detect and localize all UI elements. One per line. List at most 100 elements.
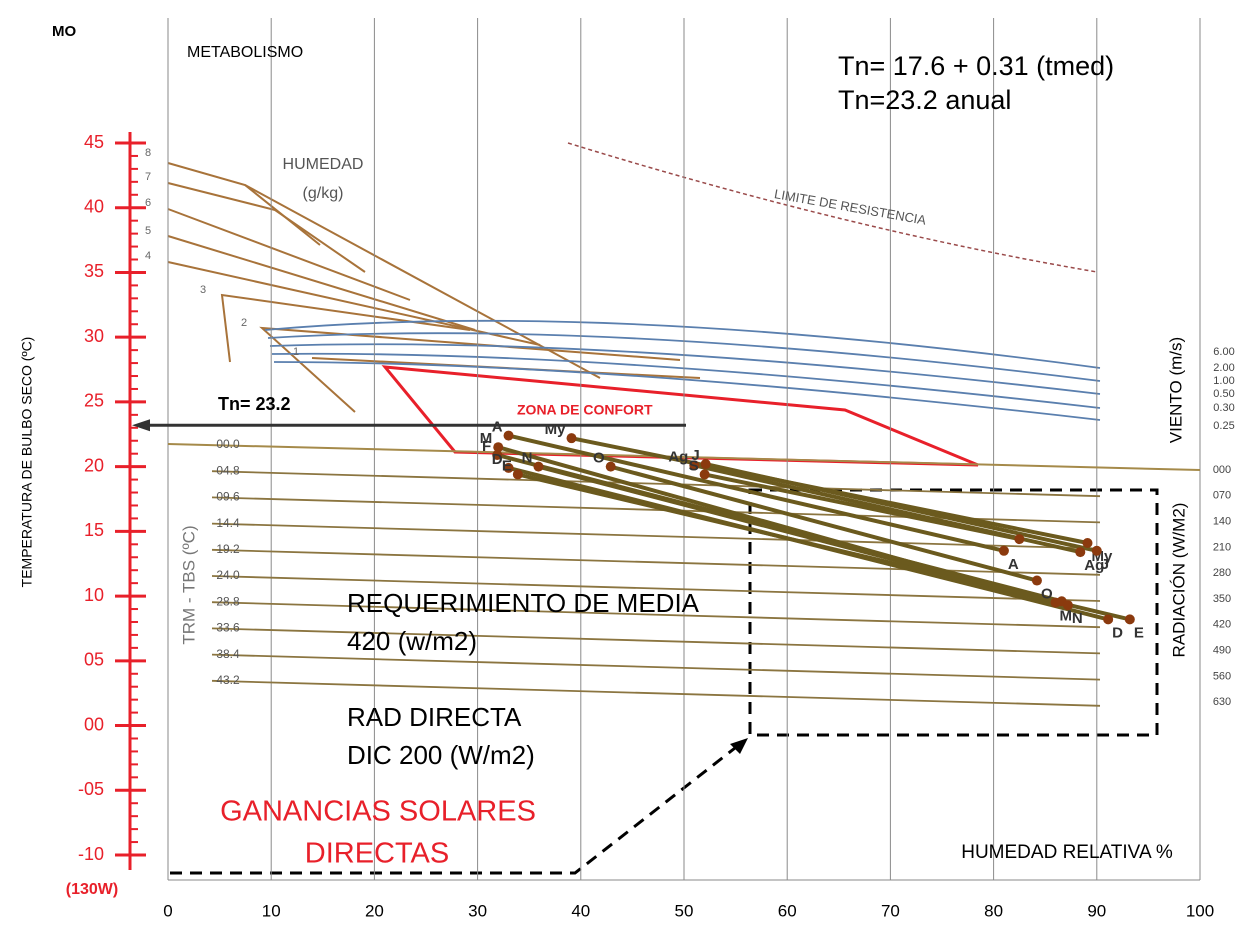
formula: Tn= 17.6 + 0.31 (tmed) xyxy=(838,51,1114,81)
month-line xyxy=(508,433,1005,553)
trm-label: 14.4 xyxy=(216,516,240,530)
humidity-title: (g/kg) xyxy=(303,185,344,202)
month-point xyxy=(533,461,544,472)
month-point xyxy=(700,459,711,470)
y-tick-label: 00 xyxy=(84,714,104,734)
radiation-line xyxy=(211,575,1101,602)
radiation-line xyxy=(211,548,1101,576)
radiation-label: 280 xyxy=(1213,567,1231,579)
month-point xyxy=(512,469,523,480)
x-tick-label: 60 xyxy=(778,901,797,920)
y-tick-label: 35 xyxy=(84,261,104,281)
y-tick-label: -05 xyxy=(78,779,104,799)
y-tick-label: 45 xyxy=(84,132,104,152)
month-point xyxy=(1014,534,1025,545)
trm-label: 28.8 xyxy=(216,594,240,608)
month-point xyxy=(699,469,710,480)
month-label: A xyxy=(1008,556,1019,573)
x-tick-label: 70 xyxy=(881,901,900,920)
y-tick-label: 40 xyxy=(84,196,104,216)
month-label: M xyxy=(480,430,493,447)
x-axis-label: HUMEDAD RELATIVA % xyxy=(961,842,1173,863)
radiation-label: 350 xyxy=(1213,593,1231,605)
month-label: J xyxy=(691,447,699,464)
wind-label: 0.25 xyxy=(1213,420,1234,432)
y-tick-label: 05 xyxy=(84,650,104,670)
x-tick-label: 80 xyxy=(984,901,1003,920)
solar-label: GANANCIAS SOLARES xyxy=(220,796,536,828)
radiation-line xyxy=(211,601,1101,629)
radiation-label: 140 xyxy=(1213,516,1231,528)
trm-label: 04.8 xyxy=(216,463,240,477)
callout-arrowhead xyxy=(730,738,748,754)
month-line xyxy=(610,464,1038,583)
y-tick-label: -10 xyxy=(78,844,104,864)
humidity-label: 7 xyxy=(145,171,151,183)
month-label: D xyxy=(492,451,503,468)
humidity-label: 6 xyxy=(145,197,151,209)
formula: Tn=23.2 anual xyxy=(838,85,1011,115)
month-label: N xyxy=(522,450,533,467)
trm-label: 00.0 xyxy=(216,437,240,451)
x-tick-label: 30 xyxy=(468,901,487,920)
trm-label: 38.4 xyxy=(216,647,240,661)
month-line xyxy=(537,464,1069,608)
humidity-lines xyxy=(167,162,701,413)
humidity-label: 4 xyxy=(145,250,151,262)
note: DIC 200 (W/m2) xyxy=(347,740,535,770)
month-label: F xyxy=(482,438,491,455)
corner-text: MO xyxy=(52,23,76,40)
month-label: N xyxy=(1072,610,1083,627)
radiation-label: 000 xyxy=(1213,464,1231,476)
humidity-label: 8 xyxy=(145,147,151,159)
month-label: Ag xyxy=(668,448,688,465)
month-point xyxy=(1103,614,1114,625)
note: 420 (w/m2) xyxy=(347,626,477,656)
month-line xyxy=(705,462,1098,553)
humidity-label: 2 xyxy=(241,317,247,329)
month-point xyxy=(1124,614,1135,625)
month-point xyxy=(1031,575,1042,586)
radiation-line xyxy=(211,627,1101,655)
humidity-label: 1 xyxy=(293,346,299,358)
radiation-label: 420 xyxy=(1213,619,1231,631)
radiation-label: 070 xyxy=(1213,490,1231,502)
y-tick-label: 15 xyxy=(84,520,104,540)
y-tick-label: 10 xyxy=(84,585,104,605)
month-label: S xyxy=(689,457,699,474)
limit-curve xyxy=(567,142,1098,273)
trm-title: TRM - TBS (ºC) xyxy=(179,525,198,644)
radiation-line xyxy=(211,679,1101,707)
wind-label: 2.00 xyxy=(1213,362,1234,374)
month-point xyxy=(1062,600,1073,611)
wind-label: 0.30 xyxy=(1213,402,1234,414)
radiation-line xyxy=(167,443,1201,471)
x-tick-label: 0 xyxy=(163,901,172,920)
callout xyxy=(170,488,1159,875)
radiation-line xyxy=(211,653,1101,681)
month-point xyxy=(492,449,503,460)
wind-label: 6.00 xyxy=(1213,346,1234,358)
note: REQUERIMIENTO DE MEDIA xyxy=(347,588,700,618)
note: RAD DIRECTA xyxy=(347,702,522,732)
wind-label: 0.50 xyxy=(1213,388,1234,400)
x-tick-label: 50 xyxy=(675,901,694,920)
x-tick-label: 10 xyxy=(262,901,281,920)
trm-label: 43.2 xyxy=(216,673,240,687)
x-tick-label: 90 xyxy=(1087,901,1106,920)
month-label: O xyxy=(1041,586,1053,603)
month-label: O xyxy=(593,450,605,467)
month-point xyxy=(503,430,514,441)
y-axis-label: TEMPERATURA DE BULBO SECO (ºC) xyxy=(19,337,35,588)
y-tick-label: 20 xyxy=(84,455,104,475)
trm-label: 09.6 xyxy=(216,490,240,504)
month-point xyxy=(1082,538,1093,549)
month-point xyxy=(493,442,504,453)
y-bottom-label: (130W) xyxy=(66,881,118,898)
trm-label: 24.0 xyxy=(216,568,240,582)
metabolism-label: METABOLISMO xyxy=(187,44,303,61)
month-line xyxy=(704,472,1020,542)
humidity-title: HUMEDAD xyxy=(283,156,364,173)
radiation-label: 560 xyxy=(1213,670,1231,682)
